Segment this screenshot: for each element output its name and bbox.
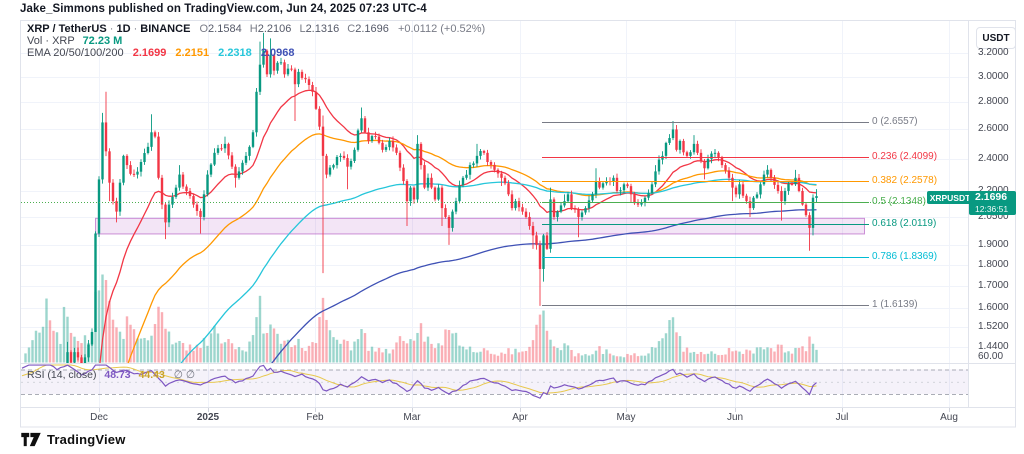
close-label: C (347, 23, 356, 35)
tradingview-logo-text: TradingView (47, 432, 126, 447)
time-axis-label: Aug (940, 412, 958, 423)
price-tick-label: 1.6000 (978, 302, 1009, 313)
time-axis-label: Jul (835, 412, 849, 423)
legend-ema-row: EMA 20/50/100/200 2.1699 2.2151 2.2318 2… (27, 47, 485, 59)
close-value: 2.1696 (355, 23, 389, 35)
fib-level-label: 0.236 (2.4099) (872, 151, 938, 162)
price-tick-label: 2.0500 (978, 211, 1009, 222)
last-price-value: 2.1696 (975, 191, 1008, 203)
price-tick-label: 3.0000 (978, 71, 1009, 82)
rsi-ma-value: 44.43 (138, 369, 165, 381)
currency-button[interactable]: USDT (976, 27, 1016, 49)
price-tick-label: 2.6000 (978, 123, 1009, 134)
ema200-value: 2.0968 (260, 47, 295, 59)
time-axis-label: Feb (306, 412, 324, 423)
volume-label: Vol · XRP (27, 35, 75, 47)
rsi-label: RSI (14, close) (27, 369, 97, 381)
price-tick-label: 1.8000 (978, 259, 1009, 270)
open-value: 2.1584 (208, 23, 242, 35)
ema100-value: 2.2318 (218, 47, 252, 59)
price-tick-label: 2.8000 (978, 96, 1009, 107)
tradingview-logo-icon (21, 432, 41, 447)
rsi-value: 48.73 (104, 369, 131, 381)
price-tick-label: 1.7000 (978, 280, 1009, 291)
ema50-value: 2.2151 (175, 47, 210, 59)
fib-level-label: 0 (2.6557) (872, 116, 918, 127)
price-tick-label: 1.9000 (978, 239, 1009, 250)
fib-level-label: 0.382 (2.2578) (872, 175, 938, 186)
price-tick-label: 2.2000 (978, 185, 1009, 196)
time-axis-label: 2025 (196, 412, 220, 423)
time-axis-label: Dec (90, 412, 108, 423)
legend-volume-row: Vol · XRP 72.23 M (27, 35, 485, 47)
price-tick-label: 1.4400 (978, 341, 1009, 352)
time-axis-label: Apr (512, 412, 528, 423)
rsi-legend: RSI (14, close) 48.73 44.43 ∅ ∅ (27, 369, 195, 381)
price-tick-label: 2.4000 (978, 153, 1009, 164)
low-label: L (299, 23, 306, 35)
open-label: O (199, 23, 209, 35)
interval-label: 1D (116, 23, 131, 35)
fib-level-label: 1 (1.6139) (872, 299, 918, 310)
high-value: 2.2106 (257, 23, 292, 35)
change-value: +0.0112 (+0.52%) (397, 23, 486, 35)
time-axis-label: Mar (403, 412, 421, 423)
chart-legend: XRP / TetherUS · 1D · BINANCE O2.1584 H2… (27, 23, 485, 59)
exchange-label: BINANCE (140, 23, 191, 35)
ema20-value: 2.1699 (132, 47, 167, 59)
time-axis-label: May (616, 412, 636, 423)
legend-symbol-row: XRP / TetherUS · 1D · BINANCE O2.1584 H2… (27, 23, 486, 35)
volume-value: 72.23 M (82, 35, 123, 47)
low-value: 2.1316 (305, 23, 340, 35)
symbol-name: XRP / TetherUS (27, 23, 107, 35)
fib-level-label: 0.618 (2.0119) (872, 218, 937, 229)
tradingview-logo[interactable]: TradingView (20, 431, 126, 448)
bar-countdown: 12:36:51 (975, 204, 1009, 214)
ema-label: EMA 20/50/100/200 (27, 47, 124, 59)
last-price-badge[interactable]: 2.1696 12:36:51 (969, 191, 1016, 215)
publish-title: Jake_Simmons published on TradingView.co… (20, 3, 427, 15)
symbol-price-flag: XRPUSDT (927, 191, 973, 204)
high-label: H (249, 23, 258, 35)
price-tick-label: 3.2000 (978, 47, 1009, 58)
fib-level-label: 0.786 (1.8369) (872, 251, 938, 262)
price-tick-label: 1.5200 (978, 321, 1009, 332)
rsi-tick-label: 60.00 (978, 351, 1004, 362)
time-axis-label: Jun (726, 412, 744, 423)
rsi-empty-values: ∅ ∅ (173, 369, 195, 381)
fib-level-label: 0.5 (2.1348) (872, 196, 926, 207)
